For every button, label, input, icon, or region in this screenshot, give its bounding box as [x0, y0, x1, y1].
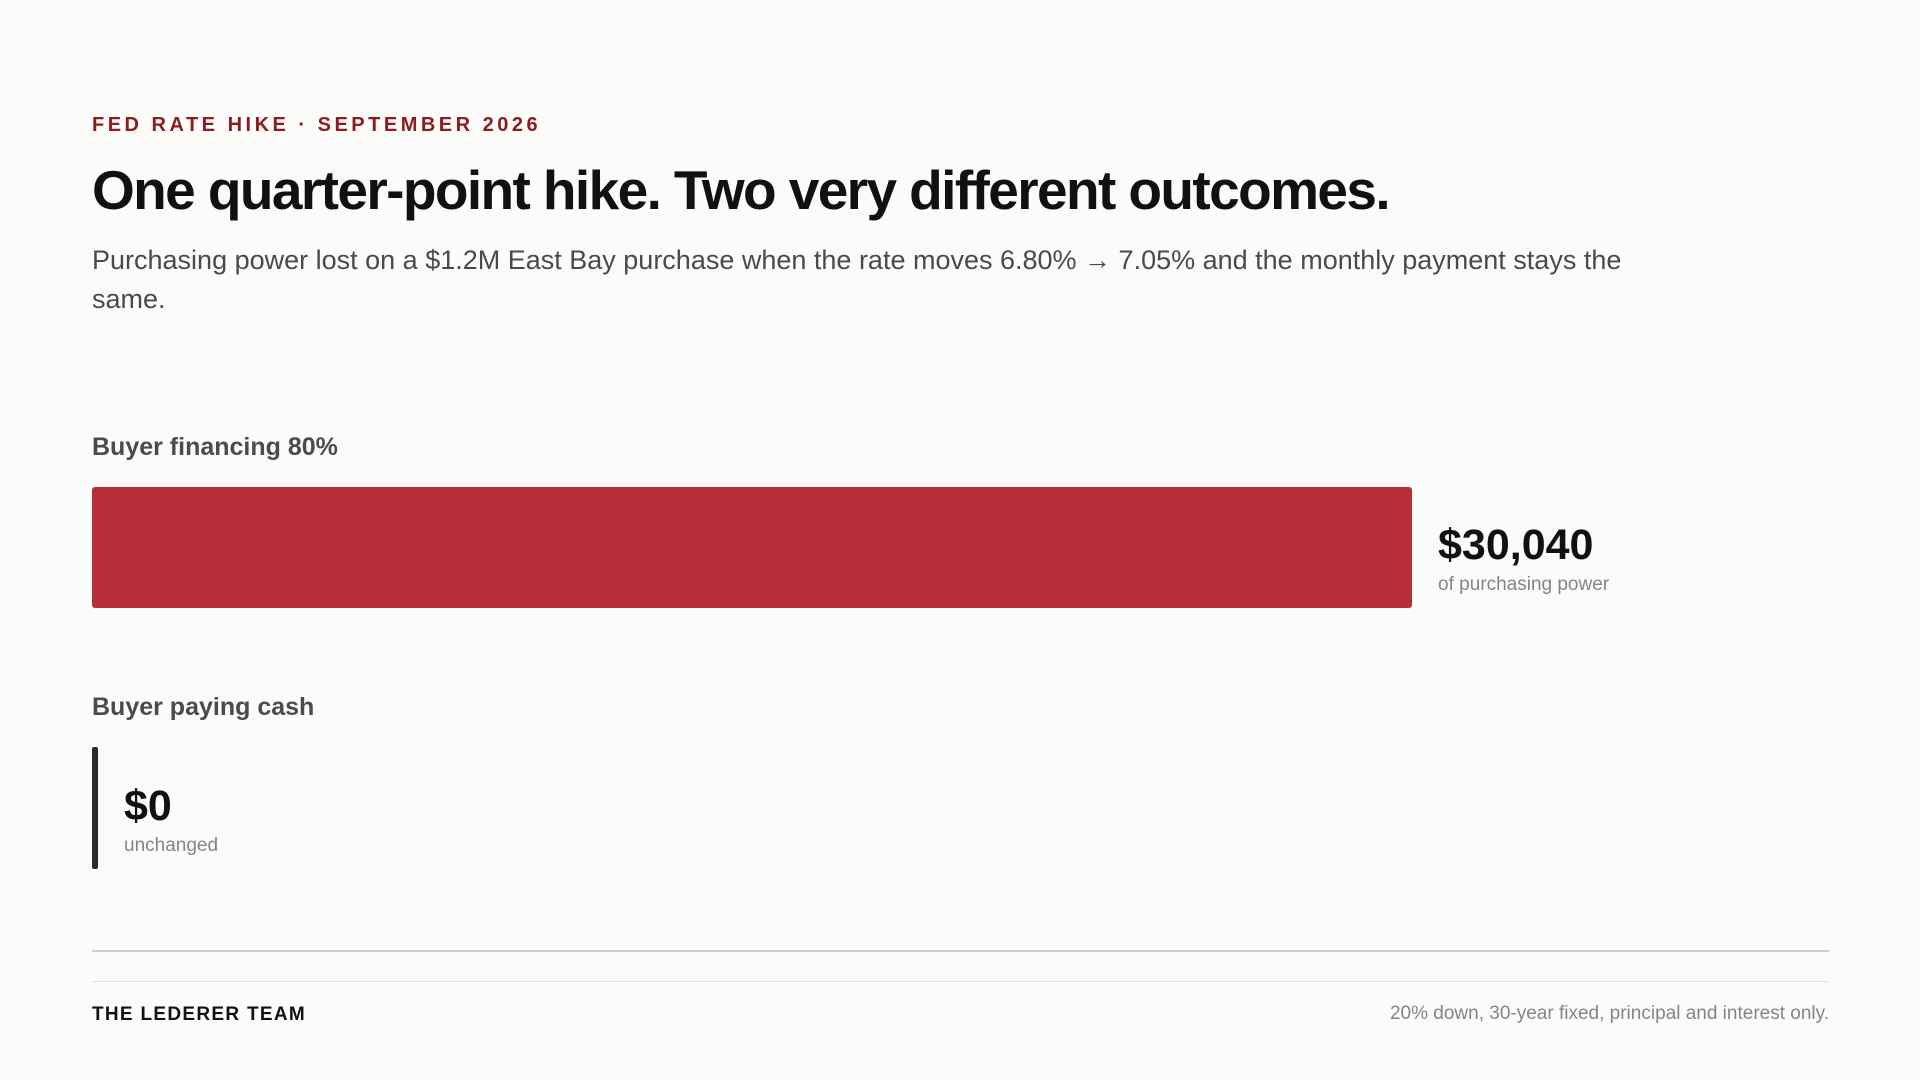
bar-financing [92, 487, 1412, 608]
footnote: 20% down, 30-year fixed, principal and i… [1389, 1003, 1829, 1024]
brand-name: THE LEDERER TEAM [92, 1004, 306, 1025]
category-label-cash: Buyer paying cash [92, 693, 315, 721]
chart-card: FED RATE HIKE · SEPTEMBER 2026 One quart… [92, 0, 1829, 1080]
page-title: One quarter-point hike. Two very differe… [92, 159, 1391, 221]
bar-cash-zero-marker [92, 747, 98, 869]
value-block-cash: $0 unchanged [124, 781, 218, 857]
category-label-financing: Buyer financing 80% [92, 433, 338, 461]
eyebrow: FED RATE HIKE · SEPTEMBER 2026 [92, 114, 542, 136]
caption-financing: of purchasing power [1438, 574, 1610, 595]
value-block-financing: $30,040 of purchasing power [1438, 520, 1609, 596]
data-label-financing: $30,040 [1438, 521, 1594, 569]
data-label-cash: $0 [124, 782, 172, 830]
divider [92, 950, 1829, 952]
caption-cash: unchanged [124, 835, 219, 856]
divider [92, 981, 1829, 982]
subtitle: Purchasing power lost on a $1.2M East Ba… [92, 245, 1622, 314]
